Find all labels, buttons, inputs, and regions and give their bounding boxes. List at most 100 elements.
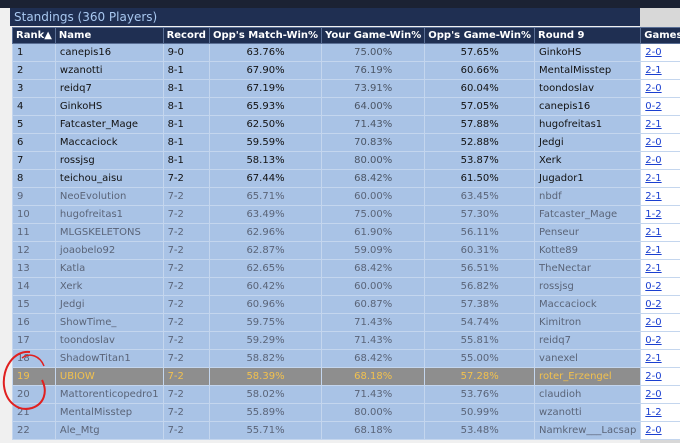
cell: 58.02% — [208, 385, 323, 404]
cell: Jedgi — [534, 133, 642, 152]
games-cell: 2-1 — [640, 61, 680, 80]
cell: 7 — [12, 151, 56, 170]
cell: 53.48% — [424, 421, 536, 440]
cell: 73.91% — [321, 79, 426, 98]
games-link[interactable]: 2-0 — [645, 371, 662, 382]
cell: wzanotti — [54, 61, 164, 80]
games-link[interactable]: 2-1 — [645, 263, 662, 274]
cell: 58.39% — [208, 367, 323, 386]
standing-row: 16 ShowTime_ 7-2 59.75% 71.43% 54.74% Kimitron… — [12, 313, 680, 332]
cell: 61.90% — [321, 223, 426, 242]
cell: 17 — [12, 331, 56, 350]
cell: 68.42% — [321, 259, 426, 278]
games-link[interactable]: 0-2 — [645, 281, 662, 292]
games-link[interactable]: 2-1 — [645, 245, 662, 256]
cell: 70.83% — [321, 133, 426, 152]
cell: NeoEvolution — [54, 187, 164, 206]
games-cell: 2-1 — [640, 169, 680, 188]
games-link[interactable]: 2-0 — [645, 137, 662, 148]
games-link[interactable]: 2-0 — [645, 317, 662, 328]
cell: Maccaciock — [534, 295, 642, 314]
games-cell: 0-2 — [640, 331, 680, 350]
games-link[interactable]: 0-2 — [645, 101, 662, 112]
cell: Jugador1 — [534, 169, 642, 188]
cell: Mattorenticopedro1 — [54, 385, 164, 404]
cell: 18 — [12, 349, 56, 368]
cell: Penseur — [534, 223, 642, 242]
column-header[interactable]: Rank▲ — [12, 27, 56, 44]
cell: 54.74% — [424, 313, 536, 332]
cell: 7-2 — [162, 241, 210, 260]
cell: 57.05% — [424, 97, 536, 116]
cell: canepis16 — [54, 43, 164, 62]
games-link[interactable]: 2-1 — [645, 119, 662, 130]
games-cell: 2-1 — [640, 241, 680, 260]
standing-row: 17 toondoslav 7-2 59.29% 71.43% 55.81% reidq7 0… — [12, 331, 680, 350]
games-link[interactable]: 2-0 — [645, 47, 662, 58]
cell: 15 — [12, 295, 56, 314]
cell: 67.44% — [208, 169, 323, 188]
cell: 61.50% — [424, 169, 536, 188]
cell: GinkoHS — [534, 43, 642, 62]
cell: 57.28% — [424, 367, 536, 386]
cell: rossjsg — [534, 277, 642, 296]
cell: 56.82% — [424, 277, 536, 296]
cell: 56.11% — [424, 223, 536, 242]
standing-row: 8 teichou_aisu 7-2 67.44% 68.42% 61.50% Jugado… — [12, 169, 680, 188]
games-link[interactable]: 2-0 — [645, 425, 662, 436]
cell: 55.00% — [424, 349, 536, 368]
cell: 8-1 — [162, 97, 210, 116]
games-link[interactable]: 1-2 — [645, 407, 662, 418]
header-row: Rank▲ Name Record Opp's Match-Win% Your Game… — [12, 27, 680, 44]
cell: toondoslav — [54, 331, 164, 350]
cell: TheNectar — [534, 259, 642, 278]
games-link[interactable]: 2-0 — [645, 83, 662, 94]
cell: 7-2 — [162, 313, 210, 332]
cell: 62.50% — [208, 115, 323, 134]
cell: 68.18% — [321, 421, 426, 440]
games-link[interactable]: 2-0 — [645, 389, 662, 400]
games-cell: 2-1 — [640, 115, 680, 134]
cell: 21 — [12, 403, 56, 422]
cell: 56.51% — [424, 259, 536, 278]
games-cell: 2-0 — [640, 43, 680, 62]
games-link[interactable]: 1-2 — [645, 209, 662, 220]
cell: 60.66% — [424, 61, 536, 80]
standing-row: 20 Mattorenticopedro1 7-2 58.02% 71.43% 53.76… — [12, 385, 680, 404]
cell: 68.42% — [321, 169, 426, 188]
games-link[interactable]: 2-1 — [645, 191, 662, 202]
games-cell: 0-2 — [640, 295, 680, 314]
games-link[interactable]: 2-1 — [645, 227, 662, 238]
cell: 3 — [12, 79, 56, 98]
cell: nbdf — [534, 187, 642, 206]
cell: teichou_aisu — [54, 169, 164, 188]
standing-row: 14 Xerk 7-2 60.42% 60.00% 56.82% rossjsg 0-2 — [12, 277, 680, 296]
cell: 67.90% — [208, 61, 323, 80]
games-cell: 1-2 — [640, 403, 680, 422]
cell: Ale_Mtg — [54, 421, 164, 440]
cell: 65.93% — [208, 97, 323, 116]
games-link[interactable]: 2-1 — [645, 353, 662, 364]
games-link[interactable]: 2-0 — [645, 155, 662, 166]
cell: Kotte89 — [534, 241, 642, 260]
cell: 53.76% — [424, 385, 536, 404]
cell: 60.04% — [424, 79, 536, 98]
standing-row: 6 Maccaciock 8-1 59.59% 70.83% 52.88% Jedgi 2-0 — [12, 133, 680, 152]
standing-row: 18 ShadowTitan1 7-2 58.82% 68.42% 55.00% vanex… — [12, 349, 680, 368]
cell: GinkoHS — [54, 97, 164, 116]
cell: 60.00% — [321, 187, 426, 206]
games-link[interactable]: 0-2 — [645, 299, 662, 310]
games-link[interactable]: 2-1 — [645, 65, 662, 76]
cell: 75.00% — [321, 205, 426, 224]
cell: Jedgi — [54, 295, 164, 314]
games-cell: 2-0 — [640, 133, 680, 152]
games-link[interactable]: 0-2 — [645, 335, 662, 346]
standings-title: Standings (360 Players) — [10, 8, 640, 26]
games-link[interactable]: 2-1 — [645, 173, 662, 184]
standing-row: 15 Jedgi 7-2 60.96% 60.87% 57.38% Maccaciock 0-… — [12, 295, 680, 314]
cell: joaobelo92 — [54, 241, 164, 260]
column-header: Name — [54, 27, 164, 44]
cell: MentalMisstep — [54, 403, 164, 422]
cell: 7-2 — [162, 331, 210, 350]
cell: 62.65% — [208, 259, 323, 278]
